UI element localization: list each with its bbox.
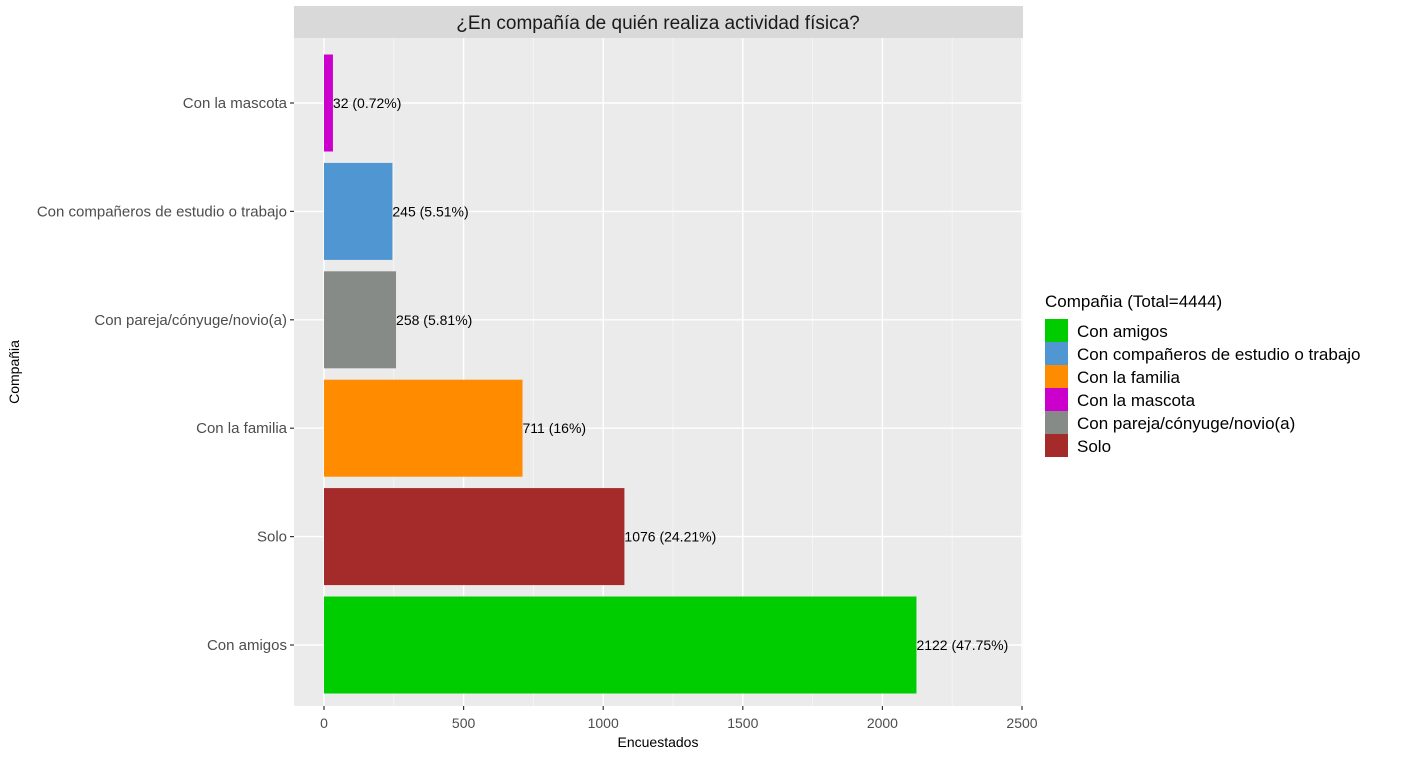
bar	[324, 271, 397, 369]
x-tick-label: 2000	[867, 715, 898, 731]
legend-label: Con compañeros de estudio o trabajo	[1077, 345, 1361, 364]
legend-swatch	[1045, 434, 1068, 457]
y-tick-label: Con amigos	[207, 637, 287, 654]
data-label: 245 (5.51%)	[392, 203, 468, 219]
bar	[324, 162, 393, 260]
legend-swatch	[1045, 365, 1068, 388]
legend-label: Solo	[1077, 437, 1111, 456]
y-tick-label: Con la mascota	[183, 95, 288, 112]
legend-swatch	[1045, 319, 1068, 342]
y-tick-label: Con la familia	[196, 420, 288, 437]
legend-swatch	[1045, 342, 1068, 365]
bar	[324, 54, 333, 152]
x-axis-title: Encuestados	[618, 734, 699, 750]
legend-swatch	[1045, 388, 1068, 411]
title-strip	[294, 6, 1023, 38]
data-label: 1076 (24.21%)	[624, 529, 716, 545]
legend-label: Con la mascota	[1077, 391, 1196, 410]
y-tick-label: Solo	[257, 529, 287, 546]
legend-label: Con amigos	[1077, 322, 1168, 341]
bar	[324, 488, 625, 586]
legend-swatch	[1045, 411, 1068, 434]
x-tick-label: 1500	[727, 715, 758, 731]
x-tick-label: 2500	[1006, 715, 1037, 731]
y-tick-label: Con compañeros de estudio o trabajo	[37, 203, 287, 220]
plot-panel	[294, 38, 1023, 706]
y-tick-label: Con pareja/cónyuge/novio(a)	[94, 312, 287, 329]
legend: Compañia (Total=4444) Con amigos Con comp…	[1045, 292, 1361, 457]
x-tick-label: 500	[452, 715, 476, 731]
data-label: 32 (0.72%)	[333, 95, 401, 111]
chart-title: ¿En compañía de quién realiza actividad …	[456, 13, 859, 34]
legend-title: Compañia (Total=4444)	[1045, 292, 1222, 311]
x-tick-label: 1000	[588, 715, 619, 731]
data-label: 2122 (47.75%)	[916, 637, 1008, 653]
x-tick-label: 0	[320, 715, 328, 731]
data-label: 711 (16%)	[523, 420, 587, 436]
legend-label: Con la familia	[1077, 368, 1181, 387]
data-label: 258 (5.81%)	[396, 312, 472, 328]
legend-label: Con pareja/cónyuge/novio(a)	[1077, 414, 1295, 433]
bar	[324, 596, 917, 694]
y-axis-title: Compañia	[6, 340, 22, 404]
bar	[324, 379, 523, 477]
